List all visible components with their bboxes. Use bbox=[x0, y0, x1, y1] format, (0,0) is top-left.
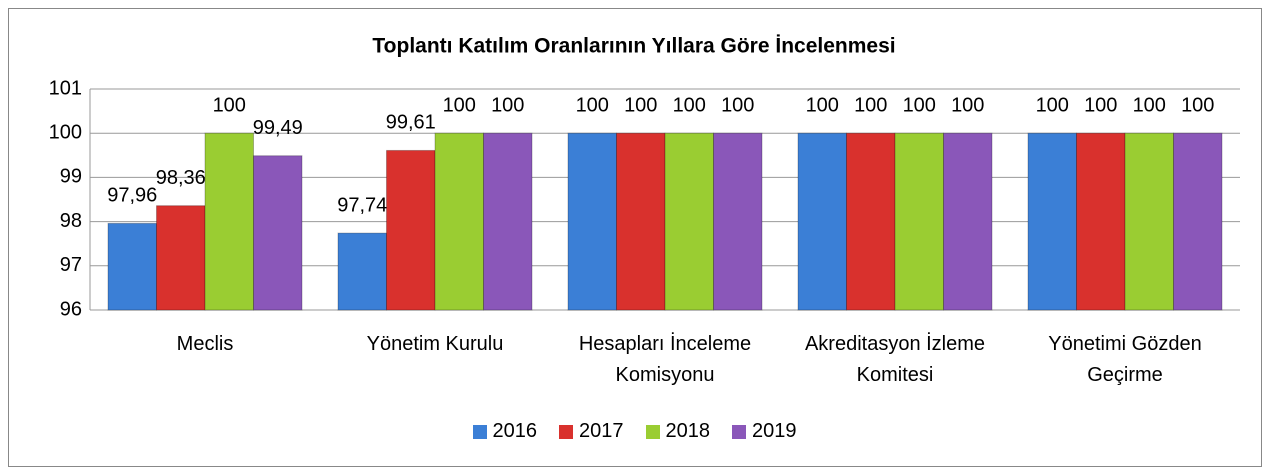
data-label: 100 bbox=[443, 94, 476, 116]
data-label: 100 bbox=[1133, 94, 1166, 116]
bar bbox=[156, 205, 206, 311]
legend-swatch bbox=[732, 424, 746, 439]
data-label: 100 bbox=[491, 94, 524, 116]
bar bbox=[337, 232, 387, 311]
bar bbox=[1124, 132, 1174, 311]
data-label: 100 bbox=[903, 94, 936, 116]
data-label: 100 bbox=[624, 94, 657, 116]
data-label: 100 bbox=[1181, 94, 1214, 116]
bar bbox=[943, 132, 993, 311]
data-label: 100 bbox=[576, 94, 609, 116]
legend-label: 2019 bbox=[752, 420, 797, 442]
x-tick-label: Akreditasyon İzleme Komitesi bbox=[804, 333, 986, 386]
legend-swatch bbox=[472, 424, 487, 439]
bar bbox=[846, 132, 896, 311]
legend-item: 2018 bbox=[645, 420, 711, 443]
legend-swatch bbox=[645, 424, 660, 439]
bar bbox=[1173, 132, 1223, 311]
bar bbox=[664, 132, 714, 311]
legend: 2016 2017 2018 2019 bbox=[0, 420, 1269, 443]
y-tick-label: 99 bbox=[60, 166, 82, 188]
data-label: 100 bbox=[673, 94, 706, 116]
data-label: 100 bbox=[213, 94, 246, 116]
data-label: 97,96 bbox=[107, 185, 157, 207]
y-tick-label: 97 bbox=[60, 254, 82, 276]
bar bbox=[1076, 132, 1126, 311]
bar bbox=[797, 132, 847, 311]
data-label: 97,74 bbox=[337, 194, 387, 216]
x-tick-label: Hesapları İnceleme Komisyonu bbox=[578, 333, 752, 386]
y-tick-label: 101 bbox=[49, 77, 82, 99]
data-label: 100 bbox=[1084, 94, 1117, 116]
data-label: 100 bbox=[854, 94, 887, 116]
bar bbox=[713, 132, 763, 311]
bar bbox=[1027, 132, 1077, 311]
data-label: 99,61 bbox=[386, 112, 436, 134]
bar bbox=[204, 132, 254, 311]
x-tick-label: Meclis bbox=[176, 333, 234, 355]
bar bbox=[483, 132, 533, 311]
data-label: 98,36 bbox=[156, 167, 206, 189]
y-tick-label: 96 bbox=[60, 298, 82, 320]
bar bbox=[107, 222, 157, 311]
bar bbox=[253, 155, 303, 311]
legend-label: 2017 bbox=[579, 420, 624, 442]
x-tick-label: Yönetim Kurulu bbox=[366, 333, 504, 355]
data-label: 100 bbox=[721, 94, 754, 116]
legend-label: 2016 bbox=[492, 420, 538, 442]
data-label: 100 bbox=[1036, 94, 1069, 116]
legend-item: 2016 bbox=[472, 420, 538, 443]
legend-item: 2019 bbox=[732, 420, 797, 443]
bar bbox=[894, 132, 944, 311]
legend-item: 2017 bbox=[559, 420, 624, 443]
legend-swatch bbox=[559, 424, 573, 439]
bar bbox=[616, 132, 666, 311]
data-label: 100 bbox=[806, 94, 839, 116]
data-label: 99,49 bbox=[253, 117, 303, 139]
bar bbox=[386, 149, 436, 311]
bar bbox=[434, 132, 484, 311]
legend-label: 2018 bbox=[665, 420, 711, 442]
y-tick-label: 98 bbox=[60, 210, 82, 232]
chart-title: Toplantı Katılım Oranlarının Yıllara Gör… bbox=[372, 35, 895, 58]
x-tick-label: Yönetimi Gözden Geçirme bbox=[1048, 333, 1202, 386]
y-tick-label: 100 bbox=[49, 121, 82, 143]
bar bbox=[567, 132, 617, 311]
data-label: 100 bbox=[951, 94, 984, 116]
